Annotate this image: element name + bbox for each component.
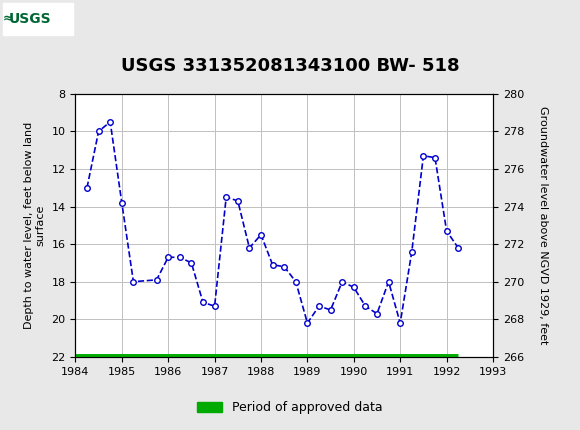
Text: ≈: ≈ <box>3 12 13 25</box>
Legend: Period of approved data: Period of approved data <box>192 396 388 419</box>
Bar <box>3 3 72 35</box>
Text: USGS: USGS <box>9 12 51 26</box>
Y-axis label: Groundwater level above NGVD 1929, feet: Groundwater level above NGVD 1929, feet <box>538 106 548 344</box>
Text: USGS 331352081343100 BW- 518: USGS 331352081343100 BW- 518 <box>121 57 459 75</box>
Y-axis label: Depth to water level, feet below land
surface: Depth to water level, feet below land su… <box>24 122 46 329</box>
